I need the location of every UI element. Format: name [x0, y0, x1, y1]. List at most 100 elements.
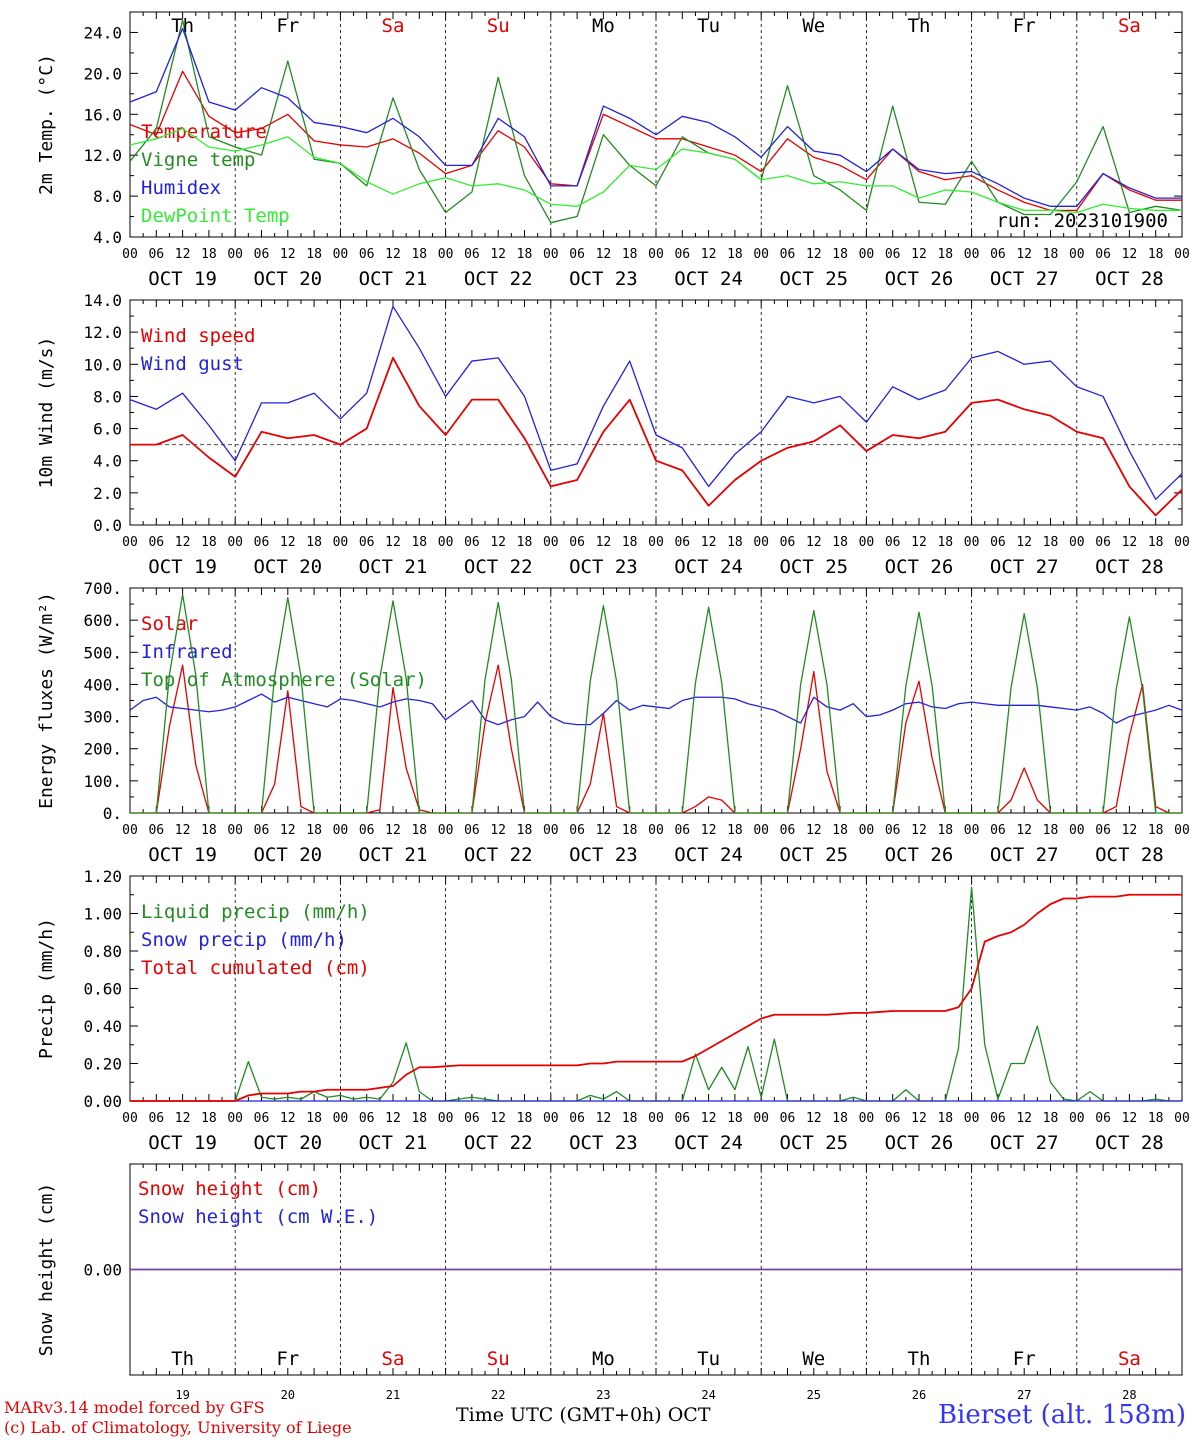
panel-3-hour-label: 12 [280, 1111, 296, 1126]
panel-1-hour-label: 00 [964, 535, 980, 550]
panel-1-hour-label: 00 [1069, 535, 1085, 550]
panel-3-hour-label: 18 [622, 1111, 638, 1126]
panel-1-hour-label: 00 [227, 535, 243, 550]
panel-1-hour-label: 18 [832, 535, 848, 550]
panel-4-y-tick-label: 0.00 [83, 1261, 122, 1280]
day-name-bottom-3: Su [487, 1348, 510, 1370]
day-name-top-9: Sa [1118, 15, 1141, 37]
panel-3-hour-label: 18 [832, 1111, 848, 1126]
panel-1-hour-label: 00 [753, 535, 769, 550]
panel-0-hour-label: 18 [937, 247, 953, 262]
panel-1-series-1-line [129, 305, 1183, 500]
day-name-bottom-5: Tu [697, 1348, 720, 1370]
model-credit: MARv3.14 model forced by GFS [4, 1398, 265, 1417]
panel-2-hour-label: 12 [280, 823, 296, 838]
panel-2-y-tick-label: 300. [83, 708, 122, 727]
day-number-3: 22 [491, 1388, 505, 1402]
panel-3-hour-label: 06 [780, 1111, 796, 1126]
panel-2-hour-label: 12 [596, 823, 612, 838]
panel-1-hour-label: 12 [911, 535, 927, 550]
panel-0-hour-label: 00 [438, 247, 454, 262]
panel-2-hour-label: 06 [990, 823, 1006, 838]
panel-3-hour-label: 12 [911, 1111, 927, 1126]
panel-0-hour-label: 00 [753, 247, 769, 262]
panel-3-hour-label: 18 [1043, 1111, 1059, 1126]
panel-3-hour-label: 00 [122, 1111, 138, 1126]
panel-1-hour-label: 12 [1016, 535, 1032, 550]
panel-2-y-tick-label: 500. [83, 643, 122, 662]
panel-2-date-label: OCT 26 [885, 844, 954, 866]
panel-1-date-label: OCT 28 [1095, 556, 1164, 578]
panel-3-hour-label: 12 [175, 1111, 191, 1126]
panel-0-date-label: OCT 24 [674, 268, 743, 290]
panel-0-hour-label: 06 [885, 247, 901, 262]
panel-3-hour-label: 06 [885, 1111, 901, 1126]
panel-3-hour-label: 18 [306, 1111, 322, 1126]
day-name-top-7: Th [908, 15, 931, 37]
panel-0-y-tick-label: 20.0 [83, 64, 122, 83]
panel-1-hour-label: 18 [727, 535, 743, 550]
panel-3-hour-label: 00 [543, 1111, 559, 1126]
panel-0-date-label: OCT 22 [464, 268, 533, 290]
day-number-5: 24 [701, 1388, 715, 1402]
panel-1-hour-label: 06 [780, 535, 796, 550]
panel-0-hour-label: 18 [201, 247, 217, 262]
day-name-top-6: We [802, 15, 825, 37]
panel-0-date-label: OCT 25 [779, 268, 848, 290]
panel-2-date-label: OCT 28 [1095, 844, 1164, 866]
panel-3-date-label: OCT 23 [569, 1132, 638, 1154]
panel-1-hour-label: 18 [622, 535, 638, 550]
panel-2-hour-label: 06 [148, 823, 164, 838]
day-number-0: 19 [175, 1388, 189, 1402]
panel-1-hour-label: 06 [885, 535, 901, 550]
panel-1-date-label: OCT 23 [569, 556, 638, 578]
panel-1-hour-label: 00 [543, 535, 559, 550]
panel-3-date-label: OCT 20 [253, 1132, 322, 1154]
panel-1-hour-label: 06 [1095, 535, 1111, 550]
panel-0-hour-label: 12 [701, 247, 717, 262]
panel-2-legend-1: Infrared [141, 641, 233, 663]
panel-0-hour-label: 00 [122, 247, 138, 262]
panel-2-hour-label: 00 [1069, 823, 1085, 838]
day-name-top-2: Sa [382, 15, 405, 37]
day-name-bottom-9: Sa [1118, 1348, 1141, 1370]
panel-0-hour-label: 18 [832, 247, 848, 262]
panel-1-y-tick-label: 8.0 [93, 387, 122, 406]
panel-1-legend-1: Wind gust [141, 353, 244, 375]
day-name-top-3: Su [487, 15, 510, 37]
panel-1-hour-label: 06 [148, 535, 164, 550]
panel-1-date-label: OCT 26 [885, 556, 954, 578]
panel-0-date-label: OCT 27 [990, 268, 1059, 290]
panel-0-hour-label: 18 [727, 247, 743, 262]
day-number-1: 20 [281, 1388, 295, 1402]
panel-1-date-label: OCT 27 [990, 556, 1059, 578]
panel-3-y-tick-label: 0.80 [83, 942, 122, 961]
panel-3-hour-label: 18 [1148, 1111, 1164, 1126]
panel-0-hour-label: 12 [806, 247, 822, 262]
panel-2-hour-label: 18 [727, 823, 743, 838]
panel-2-date-label: OCT 20 [253, 844, 322, 866]
panel-1-hour-label: 00 [1174, 535, 1190, 550]
panel-3-y-tick-label: 0.40 [83, 1017, 122, 1036]
panel-0-hour-label: 06 [148, 247, 164, 262]
panel-0-hour-label: 00 [648, 247, 664, 262]
panel-2-hour-label: 12 [385, 823, 401, 838]
panel-3-hour-label: 00 [964, 1111, 980, 1126]
panel-3-date-label: OCT 22 [464, 1132, 533, 1154]
panel-2-hour-label: 06 [1095, 823, 1111, 838]
panel-2-hour-label: 06 [674, 823, 690, 838]
panel-1-series-0-line [130, 356, 1183, 517]
panel-2-y-tick-label: 400. [83, 675, 122, 694]
panel-2-date-label: OCT 21 [359, 844, 428, 866]
panel-0-hour-label: 00 [859, 247, 875, 262]
panel-0-hour-label: 18 [622, 247, 638, 262]
panel-1-hour-label: 06 [464, 535, 480, 550]
panel-1-hour-label: 18 [1043, 535, 1059, 550]
panel-3-y-axis-label: Precip (mm/h) [36, 918, 57, 1059]
panel-2-date-label: OCT 27 [990, 844, 1059, 866]
panel-3-date-label: OCT 28 [1095, 1132, 1164, 1154]
panel-2-hour-label: 00 [438, 823, 454, 838]
panel-3-y-tick-label: 0.00 [83, 1092, 122, 1111]
panel-0-hour-label: 00 [543, 247, 559, 262]
panel-0-y-tick-label: 24.0 [83, 23, 122, 42]
